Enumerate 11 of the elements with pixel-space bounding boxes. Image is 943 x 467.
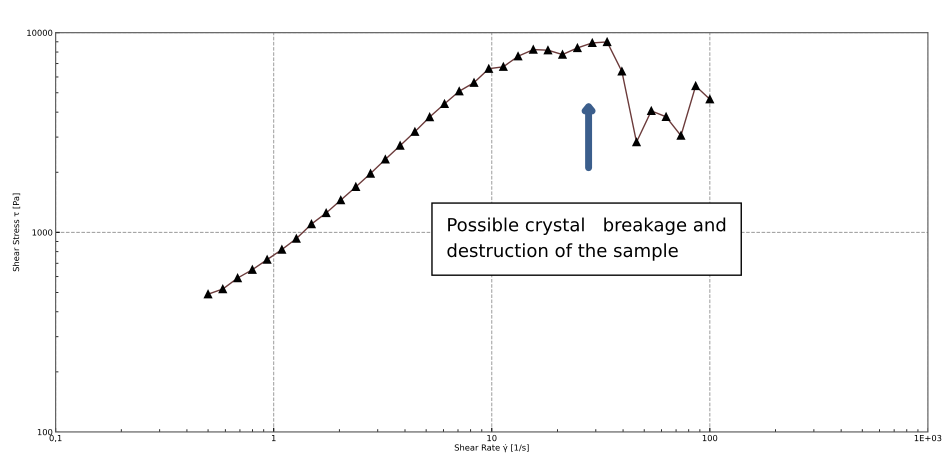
x-axis-title: Shear Rate γ̇ [1/s] — [454, 444, 529, 452]
y-tick-label: 1000 — [32, 229, 52, 236]
y-tick-label: 10000 — [27, 30, 52, 36]
x-tick-label: 10 — [487, 434, 497, 442]
y-axis-title: Shear Stress τ [Pa] — [12, 194, 20, 272]
x-tick-label: 0,1 — [50, 434, 62, 442]
annotation: Possible crystal breakage and destruction of the sample — [447, 218, 726, 261]
x-tick-label: 1 — [272, 435, 276, 442]
x-tick-label: 100 — [702, 434, 718, 442]
y-tick-label: 100 — [38, 428, 52, 436]
x-tick-label: 1E+03 — [914, 434, 942, 442]
